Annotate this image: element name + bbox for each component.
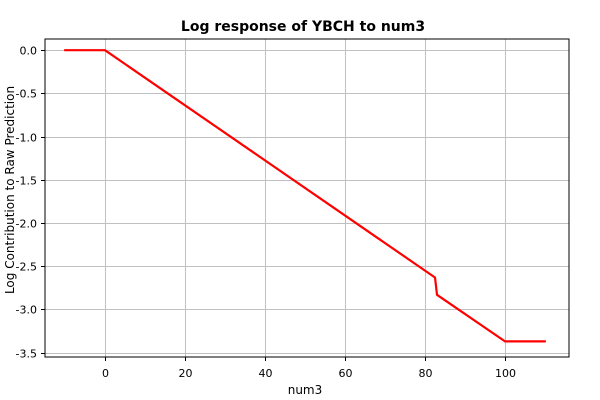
plot-frame: [44, 38, 570, 358]
y-tick-label: -1.0: [16, 132, 37, 145]
x-tick-label: 20: [179, 367, 193, 380]
y-axis-label: Log Contribution to Raw Prediction: [3, 86, 17, 294]
x-axis-label: num3: [288, 383, 323, 397]
axis-ticks: 0 20 40 60 80 100 0.0 -0.5 -1.0 -1.5 -2.0 -2.5 -3.0 -…: [16, 45, 516, 381]
x-tick-label: 80: [419, 367, 433, 380]
y-tick-label: -2.5: [16, 261, 37, 274]
grid-lines: [45, 39, 569, 357]
series-layer: [63, 49, 547, 343]
x-tick-label: 100: [495, 367, 516, 380]
y-tick-label: 0.0: [20, 45, 38, 58]
y-tick-label: -1.5: [16, 175, 37, 188]
series-line: [63, 49, 547, 343]
chart-title: Log response of YBCH to num3: [181, 19, 425, 35]
x-tick-label: 40: [259, 367, 273, 380]
x-tick-label: 60: [339, 367, 353, 380]
y-tick-label: -2.0: [16, 218, 37, 231]
y-tick-label: -3.0: [16, 304, 37, 317]
y-tick-label: -0.5: [16, 88, 37, 101]
x-tick-label: 0: [102, 367, 109, 380]
y-tick-label: -3.5: [16, 348, 37, 361]
